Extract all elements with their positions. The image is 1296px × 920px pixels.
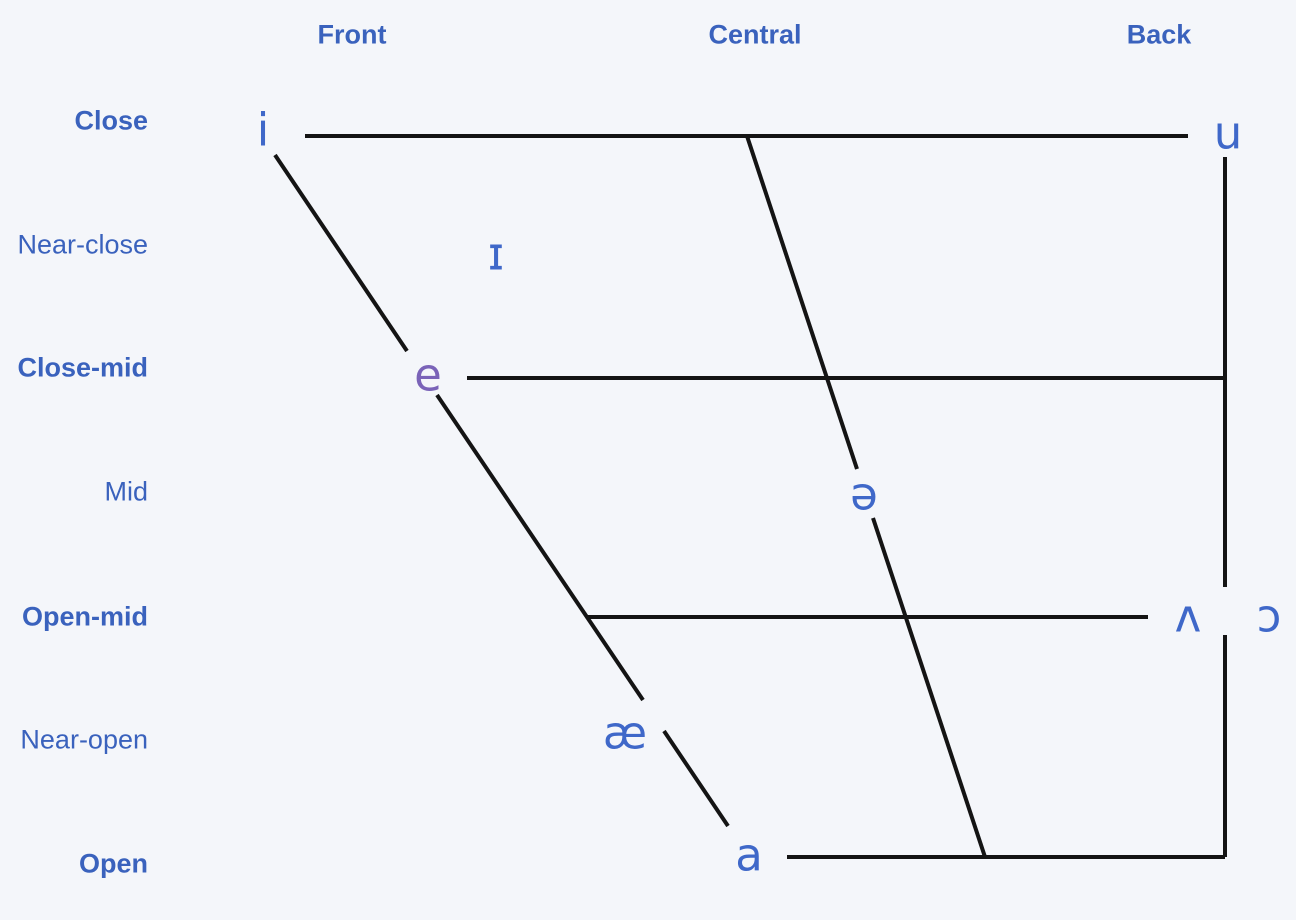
line-front-diagonal-lower — [662, 729, 730, 828]
vowel-e[interactable]: e — [414, 348, 442, 402]
column-header-back: Back — [1126, 19, 1192, 50]
row-label-open: Open — [78, 848, 148, 879]
line-central-diagonal-upper — [745, 135, 859, 470]
row-label-close-mid: Close-mid — [17, 352, 148, 383]
column-header-front: Front — [317, 19, 387, 50]
vowel-small-capital-i[interactable]: ɪ — [487, 227, 505, 281]
vowel-i[interactable]: i — [256, 103, 270, 157]
row-label-near-open: Near-open — [20, 724, 148, 755]
line-front-diagonal-middle — [435, 393, 645, 702]
row-label-near-close: Near-close — [17, 229, 148, 260]
row-label-close: Close — [74, 105, 148, 136]
vowel-turned-v[interactable]: ʌ — [1174, 589, 1202, 643]
row-label-open-mid: Open-mid — [22, 601, 148, 632]
line-front-diagonal-upper — [273, 153, 409, 353]
vowel-ash[interactable]: æ — [602, 706, 648, 760]
vowel-open-o[interactable]: ɔ — [1256, 589, 1282, 643]
line-central-diagonal-lower — [871, 517, 987, 858]
column-header-central: Central — [708, 19, 802, 50]
vowel-u[interactable]: u — [1213, 106, 1243, 160]
vowel-a[interactable]: a — [735, 828, 763, 882]
row-label-mid: Mid — [104, 476, 148, 507]
vowel-schwa[interactable]: ə — [850, 467, 878, 521]
